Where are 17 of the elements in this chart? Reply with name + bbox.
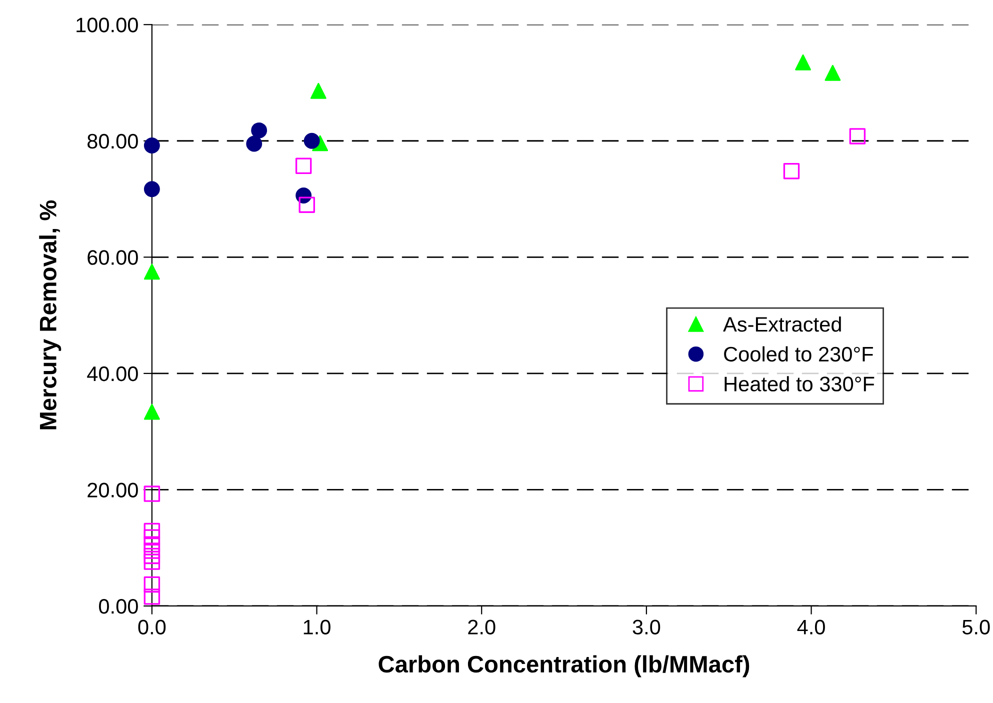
x-tick-label: 0.0	[138, 620, 166, 634]
x-tick-label: 4.0	[797, 620, 825, 634]
x-tick-label: 3.0	[632, 620, 660, 634]
y-tick-label: 80.00	[88, 134, 138, 149]
y-tick-label: 20.00	[88, 482, 138, 498]
y-tick-label: 40.00	[87, 366, 138, 382]
x-tick-label: 1.0	[304, 620, 330, 634]
legend-label: Cooled to 230°F	[724, 346, 873, 362]
legend-label: As-Extracted	[723, 316, 841, 332]
y-tick-label: 0.00	[99, 598, 138, 614]
y-axis-title: Mercury Removal, %	[39, 200, 62, 430]
x-axis-title: Carbon Concentration (lb/MMacf)	[378, 655, 750, 678]
x-tick-label: 2.0	[468, 620, 496, 634]
y-tick-label: 100.00	[76, 18, 138, 32]
legend-label: Heated to 330°F	[724, 376, 874, 392]
y-tick-label: 60.00	[88, 250, 138, 265]
x-tick-label: 5.0	[962, 620, 990, 634]
